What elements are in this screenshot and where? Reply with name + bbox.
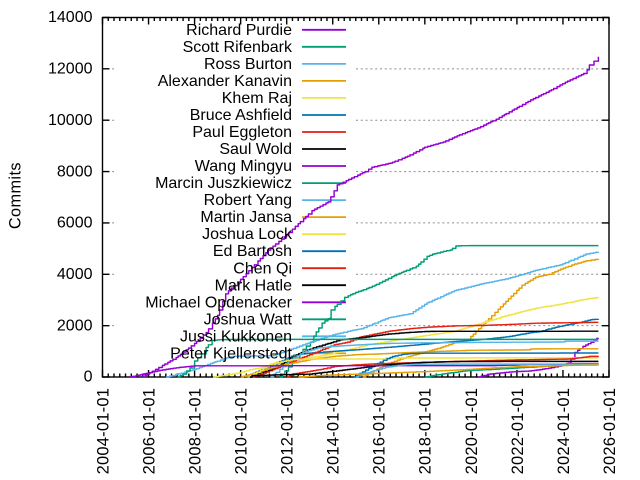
svg-text:2010-01-01: 2010-01-01 (233, 388, 251, 475)
svg-text:Ross Burton: Ross Burton (204, 56, 292, 73)
svg-text:12000: 12000 (48, 61, 93, 78)
svg-text:Jussi Kukkonen: Jussi Kukkonen (180, 328, 292, 345)
svg-text:2022-01-01: 2022-01-01 (509, 388, 527, 475)
svg-text:Paul Eggleton: Paul Eggleton (192, 124, 292, 141)
svg-text:Chen Qi: Chen Qi (233, 260, 292, 277)
svg-text:Robert Yang: Robert Yang (204, 192, 292, 209)
svg-text:2018-01-01: 2018-01-01 (417, 388, 435, 475)
svg-text:4000: 4000 (57, 266, 93, 283)
svg-text:10000: 10000 (48, 112, 93, 129)
svg-text:2008-01-01: 2008-01-01 (187, 388, 205, 475)
svg-text:Richard Purdie: Richard Purdie (186, 22, 292, 39)
svg-text:2020-01-01: 2020-01-01 (463, 388, 481, 475)
svg-text:Marcin Juszkiewicz: Marcin Juszkiewicz (155, 175, 292, 192)
svg-text:6000: 6000 (57, 215, 93, 232)
svg-text:0: 0 (84, 369, 93, 386)
svg-text:Mark Hatle: Mark Hatle (215, 277, 292, 294)
svg-text:2016-01-01: 2016-01-01 (371, 388, 389, 475)
svg-text:Alexander Kanavin: Alexander Kanavin (158, 73, 292, 90)
svg-text:2000: 2000 (57, 317, 93, 334)
svg-text:Peter Kjellerstedt: Peter Kjellerstedt (170, 345, 292, 362)
svg-text:8000: 8000 (57, 163, 93, 180)
svg-text:2004-01-01: 2004-01-01 (94, 388, 112, 475)
svg-text:2012-01-01: 2012-01-01 (279, 388, 297, 475)
svg-text:Khem Raj: Khem Raj (222, 90, 292, 107)
svg-text:Michael Opdenacker: Michael Opdenacker (145, 294, 292, 311)
svg-text:Martin Jansa: Martin Jansa (200, 209, 292, 226)
svg-text:Ed Bartosh: Ed Bartosh (213, 243, 292, 260)
svg-text:Joshua Lock: Joshua Lock (202, 226, 293, 243)
svg-text:Scott Rifenbark: Scott Rifenbark (183, 39, 293, 56)
svg-text:Wang Mingyu: Wang Mingyu (195, 158, 292, 175)
svg-text:2024-01-01: 2024-01-01 (555, 388, 573, 475)
svg-text:Saul Wold: Saul Wold (219, 141, 292, 158)
svg-text:2006-01-01: 2006-01-01 (140, 388, 158, 475)
svg-text:2014-01-01: 2014-01-01 (325, 388, 343, 475)
svg-text:14000: 14000 (48, 9, 93, 26)
svg-text:Bruce Ashfield: Bruce Ashfield (190, 107, 292, 124)
svg-text:Commits: Commits (7, 162, 25, 229)
svg-text:Joshua Watt: Joshua Watt (204, 311, 293, 328)
svg-text:2026-01-01: 2026-01-01 (601, 388, 619, 475)
